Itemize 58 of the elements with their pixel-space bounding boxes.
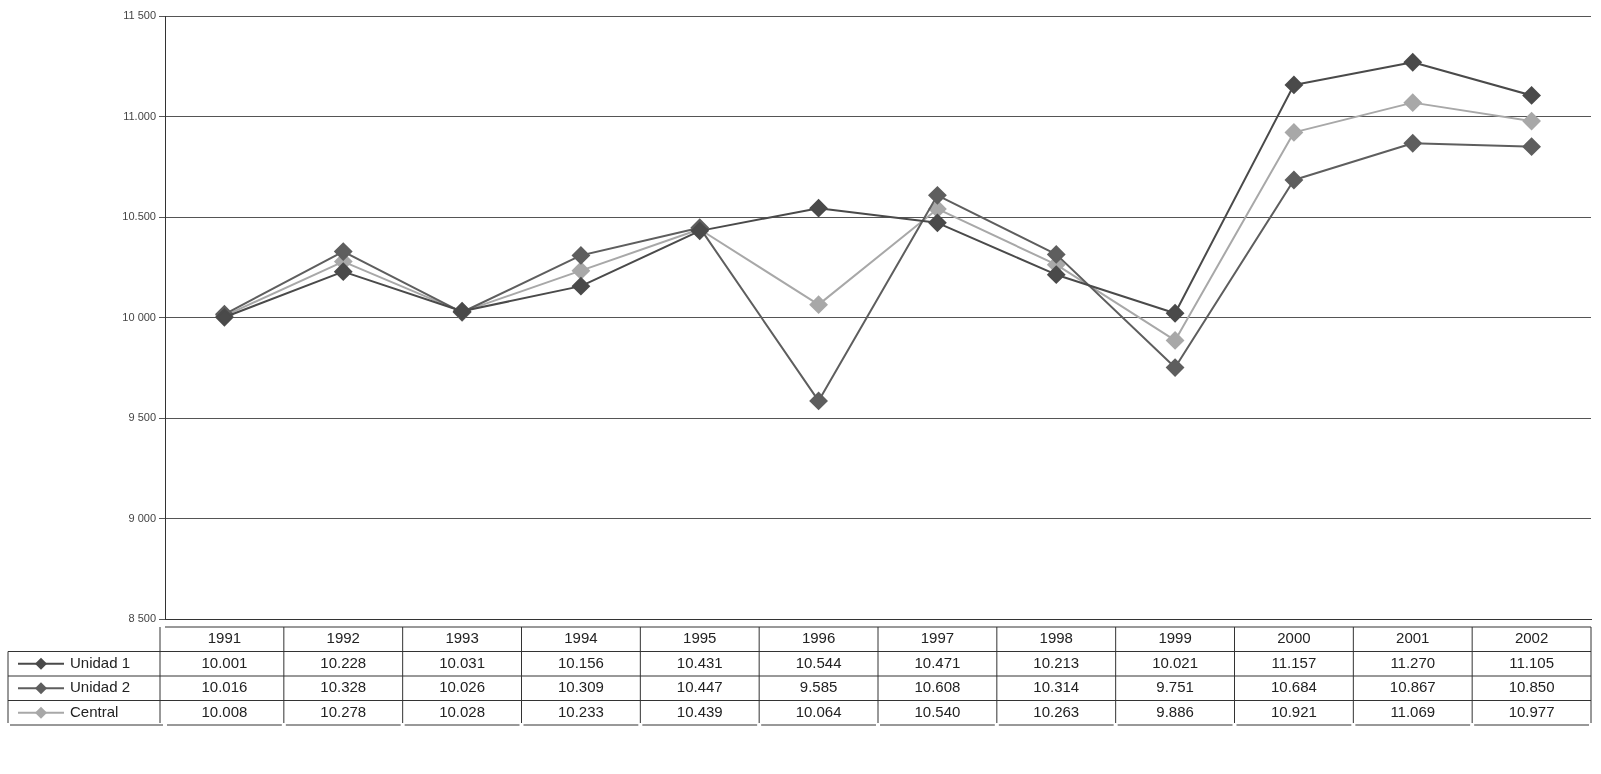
data-label: 10.921 (1270, 702, 1317, 720)
data-label: 10.439 (676, 702, 723, 720)
data-label: 10.028 (439, 702, 486, 720)
data-label: 9.751 (1156, 678, 1194, 696)
y-tick-label: 11.000 (123, 109, 156, 122)
data-label: 10.314 (1033, 678, 1080, 696)
data-label: 11.157 (1271, 653, 1317, 671)
data-label: 10.026 (439, 678, 486, 696)
y-tick-label: 11 500 (123, 9, 156, 22)
data-label: 10.064 (795, 702, 842, 720)
y-tick-label: 9 500 (128, 411, 156, 424)
data-label: 10.328 (320, 678, 367, 696)
data-label: 11.270 (1390, 653, 1436, 671)
data-label: 10.544 (795, 653, 842, 671)
data-label: 11.105 (1509, 653, 1554, 671)
x-tick-label: 1992 (326, 629, 360, 647)
data-label: 10.031 (439, 653, 486, 671)
legend-label: Central (70, 702, 119, 720)
data-label: 10.447 (676, 678, 723, 696)
data-label: 10.213 (1033, 653, 1080, 671)
data-label: 10.309 (557, 678, 604, 696)
data-label: 10.016 (201, 678, 248, 696)
data-label: 10.684 (1270, 678, 1317, 696)
data-label: 10.977 (1508, 702, 1555, 720)
legend-label: Unidad 1 (70, 653, 131, 671)
x-tick-label: 1996 (801, 629, 836, 647)
data-label: 10.263 (1033, 702, 1080, 720)
data-label: 10.001 (201, 653, 248, 671)
data-label: 10.021 (1152, 653, 1199, 671)
data-label: 9.886 (1156, 702, 1194, 720)
data-label: 10.431 (676, 653, 723, 671)
x-tick-label: 1993 (445, 629, 479, 647)
y-tick-label: 10 000 (122, 310, 156, 323)
data-label: 10.540 (914, 702, 961, 720)
x-tick-label: 2000 (1277, 629, 1311, 647)
x-tick-label: 1995 (683, 629, 717, 647)
x-tick-label: 1999 (1158, 629, 1192, 647)
x-tick-label: 1991 (207, 629, 242, 647)
x-tick-label: 2002 (1514, 629, 1549, 647)
x-tick-label: 1994 (564, 629, 598, 647)
data-label: 10.278 (320, 702, 367, 720)
x-tick-label: 1998 (1039, 629, 1073, 647)
data-label: 10.608 (914, 678, 961, 696)
data-label: 10.867 (1389, 678, 1436, 696)
x-tick-label: 1997 (920, 629, 955, 647)
data-label: 10.228 (320, 653, 367, 671)
data-label: 10.850 (1508, 678, 1555, 696)
legend-label: Unidad 2 (70, 678, 131, 696)
data-label: 10.233 (557, 702, 604, 720)
y-tick-label: 8 500 (128, 612, 156, 625)
data-label: 9.585 (799, 678, 838, 696)
data-label: 10.156 (557, 653, 604, 671)
data-label: 10.008 (201, 702, 248, 720)
x-tick-label: 2001 (1396, 629, 1430, 647)
data-label: 11.069 (1390, 702, 1436, 720)
y-tick-label: 9 000 (128, 511, 156, 524)
y-tick-label: 10.500 (122, 210, 156, 223)
data-label: 10.471 (914, 653, 961, 671)
